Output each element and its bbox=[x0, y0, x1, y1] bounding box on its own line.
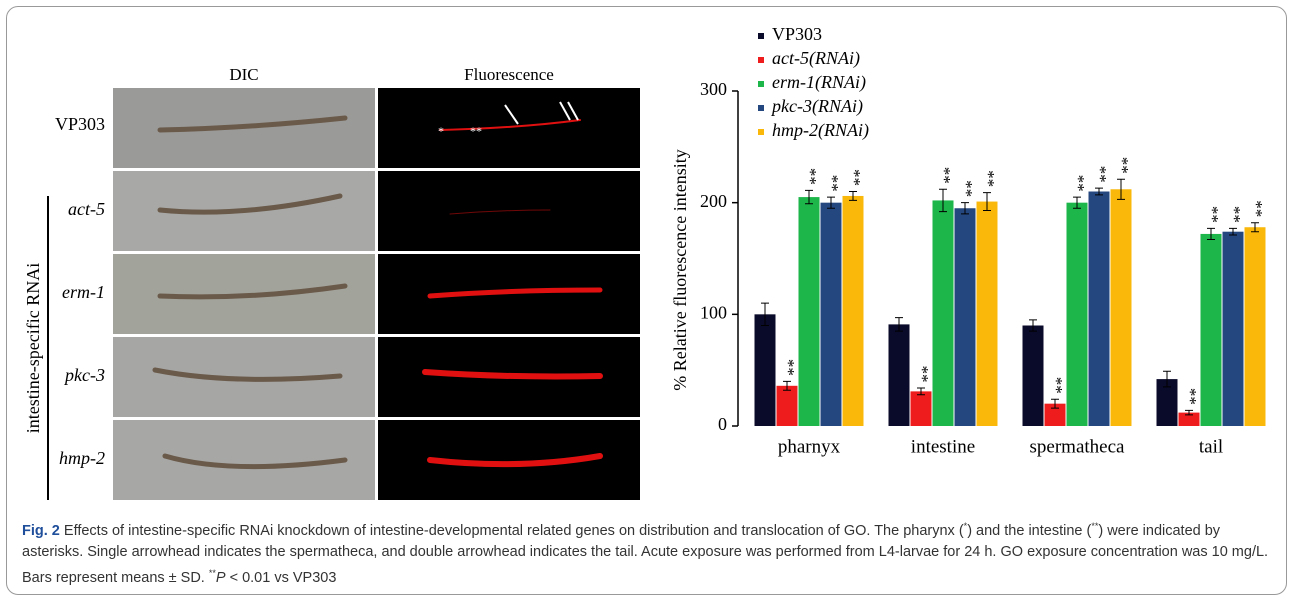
error-bar bbox=[983, 192, 991, 211]
caption-text: Effects of intestine-specific RNAi knock… bbox=[59, 522, 964, 539]
row-label: hmp-2 bbox=[59, 448, 105, 468]
intestine-marker: ** bbox=[470, 124, 482, 138]
caption-text: ) and the intestine ( bbox=[967, 522, 1092, 539]
error-bar bbox=[895, 317, 903, 332]
bar bbox=[932, 200, 954, 426]
error-bar bbox=[961, 202, 969, 215]
legend-swatch bbox=[758, 81, 764, 87]
caption-text: < 0.01 vs VP303 bbox=[225, 569, 337, 586]
x-tick-label: tail bbox=[1199, 436, 1223, 457]
bar bbox=[1178, 412, 1200, 426]
significance-label: ** bbox=[801, 168, 820, 185]
significance-label: ** bbox=[935, 167, 954, 184]
row-label: erm-1 bbox=[62, 282, 105, 302]
caption-text: ) were indicated by asterisks. Single ar… bbox=[22, 522, 1269, 586]
bar bbox=[776, 385, 798, 426]
legend-swatch bbox=[758, 57, 764, 63]
significance-label: ** bbox=[913, 366, 932, 383]
significance-label: ** bbox=[779, 359, 798, 376]
bar bbox=[842, 195, 864, 426]
caption-text: ** bbox=[1091, 521, 1099, 531]
error-bar bbox=[1207, 227, 1215, 241]
y-tick-label: 300 bbox=[700, 79, 727, 99]
bar bbox=[1066, 202, 1088, 426]
y-tick-label: 0 bbox=[718, 414, 727, 434]
x-tick-label: intestine bbox=[911, 436, 975, 457]
bar bbox=[976, 201, 998, 426]
legend-swatch bbox=[758, 129, 764, 135]
error-bar bbox=[1095, 187, 1103, 196]
bar bbox=[754, 314, 776, 426]
error-bar bbox=[783, 380, 791, 391]
error-bar bbox=[917, 387, 925, 396]
figure: DIC Fluorescence VP303 act-5 erm-1 pkc-3… bbox=[23, 24, 1266, 500]
significance-label: ** bbox=[1225, 206, 1244, 223]
x-tick-label: pharnyx bbox=[778, 436, 841, 457]
error-bar bbox=[1229, 227, 1237, 236]
image-panels bbox=[47, 88, 640, 500]
legend-label: act-5(RNAi) bbox=[772, 48, 860, 69]
bar bbox=[1156, 379, 1178, 426]
significance-label: ** bbox=[1247, 200, 1266, 217]
error-bar bbox=[827, 196, 835, 209]
bar bbox=[888, 324, 910, 426]
significance-label: ** bbox=[979, 170, 998, 187]
error-bar bbox=[1029, 319, 1037, 332]
bar bbox=[820, 202, 842, 426]
significance-label: ** bbox=[1047, 377, 1066, 394]
significance-label: ** bbox=[1203, 206, 1222, 223]
bar bbox=[1200, 233, 1222, 426]
error-bar bbox=[1073, 196, 1081, 209]
column-label: Fluorescence bbox=[464, 65, 554, 84]
y-axis-label: % Relative fluorescence intensity bbox=[670, 149, 690, 390]
legend-swatch bbox=[758, 105, 764, 111]
bar bbox=[1222, 231, 1244, 426]
error-bar bbox=[1251, 222, 1259, 233]
bar bbox=[1088, 191, 1110, 426]
significance-label: ** bbox=[957, 180, 976, 197]
bar bbox=[954, 208, 976, 426]
figure-frame bbox=[6, 6, 1287, 595]
error-bar bbox=[1163, 370, 1171, 388]
significance-label: ** bbox=[1091, 166, 1110, 183]
error-bar bbox=[1117, 178, 1125, 200]
error-bar bbox=[761, 302, 769, 326]
error-bar bbox=[1051, 398, 1059, 409]
column-label: DIC bbox=[229, 65, 258, 84]
y-tick-label: 200 bbox=[700, 191, 727, 211]
significance-label: ** bbox=[1069, 175, 1088, 192]
x-tick-label: spermatheca bbox=[1030, 436, 1126, 457]
legend-swatch bbox=[758, 33, 764, 39]
bar bbox=[1044, 403, 1066, 426]
caption-text: ** bbox=[208, 567, 216, 578]
bar bbox=[1022, 325, 1044, 426]
legend-label: hmp-2(RNAi) bbox=[772, 120, 869, 141]
significance-label: ** bbox=[823, 175, 842, 192]
caption-text: P bbox=[215, 569, 226, 586]
error-bar bbox=[849, 191, 857, 201]
row-label: VP303 bbox=[55, 114, 105, 134]
bar bbox=[1244, 227, 1266, 426]
legend-label: erm-1(RNAi) bbox=[772, 72, 866, 93]
y-tick-label: 100 bbox=[700, 302, 727, 322]
bar bbox=[798, 197, 820, 426]
significance-label: ** bbox=[1181, 388, 1200, 405]
row-label: pkc-3 bbox=[63, 365, 105, 385]
caption: Fig. 2 Effects of intestine-specific RNA… bbox=[22, 516, 1272, 589]
caption-text: * bbox=[963, 521, 968, 531]
pharynx-marker: * bbox=[438, 124, 444, 138]
bar bbox=[1110, 189, 1132, 426]
error-bar bbox=[939, 188, 947, 213]
bar bbox=[910, 391, 932, 426]
legend-label: pkc-3(RNAi) bbox=[770, 96, 863, 117]
error-bar bbox=[1185, 409, 1193, 416]
error-bar bbox=[805, 189, 813, 205]
significance-label: ** bbox=[1113, 157, 1132, 174]
significance-label: ** bbox=[845, 169, 864, 186]
group-label: intestine-specific RNAi bbox=[23, 263, 43, 433]
row-label: act-5 bbox=[68, 199, 105, 219]
legend-label: VP303 bbox=[772, 24, 822, 44]
caption-label: Fig. 2 bbox=[22, 522, 60, 539]
